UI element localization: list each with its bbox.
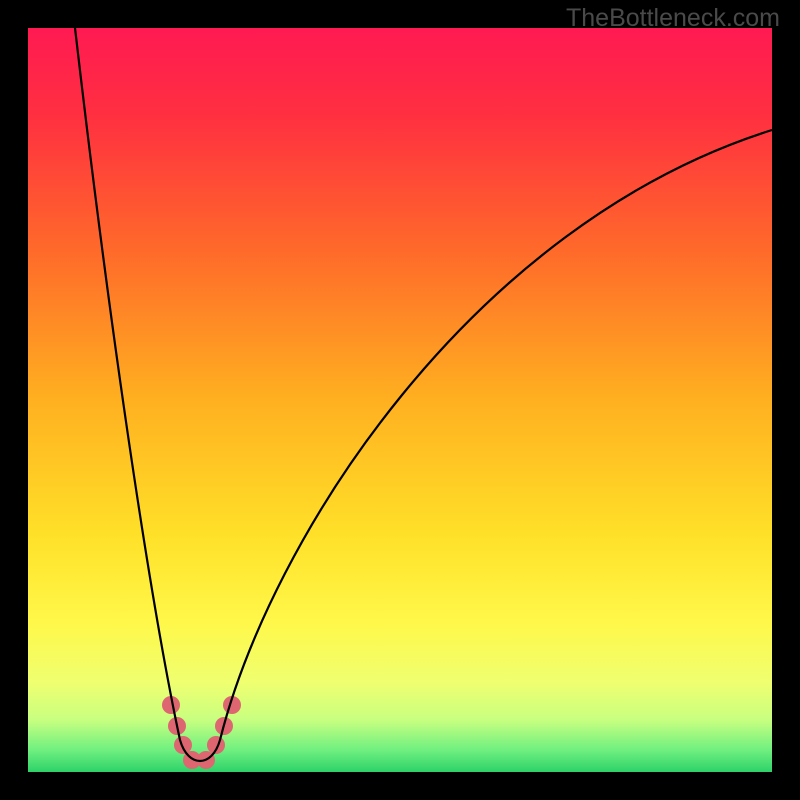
curve-marker	[174, 736, 192, 754]
curve-layer	[0, 0, 800, 800]
bottleneck-curve	[75, 28, 772, 761]
watermark-text: TheBottleneck.com	[566, 4, 780, 33]
chart-container: TheBottleneck.com	[0, 0, 800, 800]
